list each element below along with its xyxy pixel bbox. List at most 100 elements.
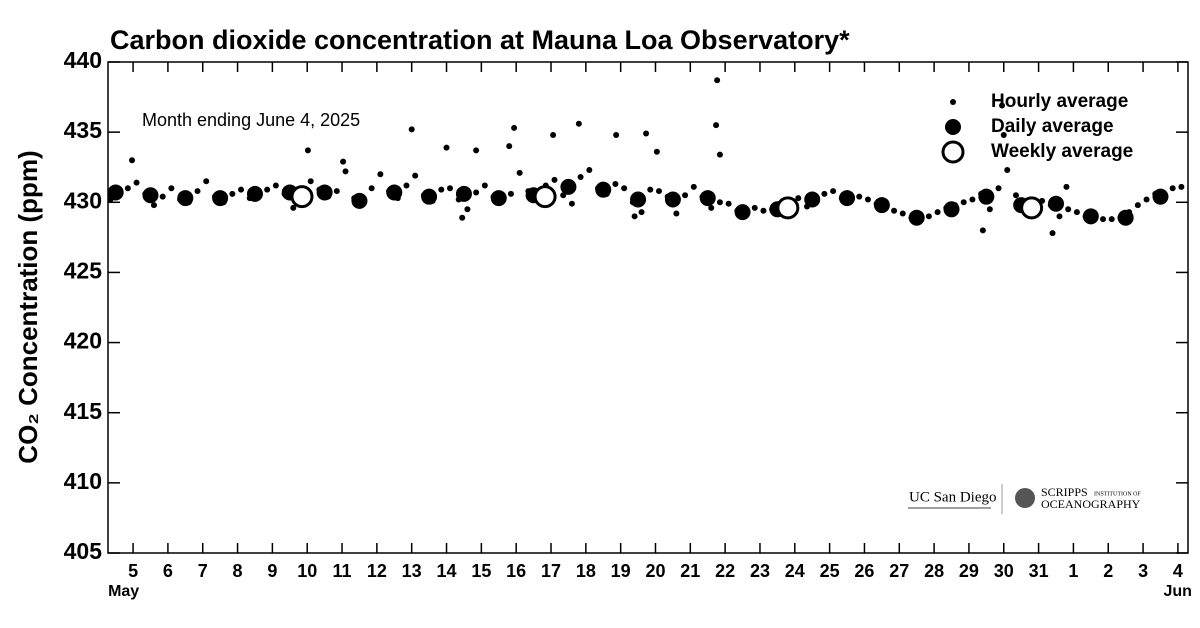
point bbox=[856, 193, 863, 200]
point bbox=[473, 147, 480, 154]
x-tick-label: 28 bbox=[924, 561, 944, 581]
point bbox=[1065, 206, 1072, 213]
point bbox=[830, 188, 837, 195]
point bbox=[643, 130, 650, 137]
point bbox=[481, 182, 488, 189]
point bbox=[760, 207, 767, 214]
point bbox=[507, 190, 514, 197]
legend-marker bbox=[945, 119, 961, 135]
x-tick-label: 7 bbox=[198, 561, 208, 581]
point bbox=[986, 206, 993, 213]
point bbox=[351, 192, 368, 209]
point bbox=[1169, 185, 1176, 192]
legend-label: Daily average bbox=[991, 116, 1114, 137]
logo-text: SCRIPPS bbox=[1041, 485, 1088, 499]
y-tick-label: 405 bbox=[64, 538, 103, 564]
point bbox=[1117, 209, 1134, 226]
point bbox=[713, 122, 720, 129]
point bbox=[631, 213, 638, 220]
point bbox=[560, 178, 577, 195]
x-tick-label: 29 bbox=[959, 561, 979, 581]
point bbox=[129, 157, 136, 164]
point bbox=[577, 174, 584, 181]
y-tick-label: 410 bbox=[64, 468, 102, 494]
point bbox=[795, 195, 802, 202]
point bbox=[246, 185, 263, 202]
point bbox=[1100, 216, 1107, 223]
y-axis-label: CO₂ Concentration (ppm) bbox=[13, 150, 43, 463]
y-tick-label: 435 bbox=[64, 117, 103, 143]
point bbox=[1020, 196, 1044, 220]
point bbox=[934, 209, 941, 216]
point bbox=[776, 196, 800, 220]
point bbox=[925, 213, 932, 220]
point bbox=[533, 185, 557, 209]
logo-text: INSTITUTION OF bbox=[1094, 491, 1141, 497]
point bbox=[943, 201, 960, 218]
point bbox=[655, 188, 662, 195]
legend-label: Weekly average bbox=[991, 141, 1133, 162]
point bbox=[490, 190, 507, 207]
x-tick-label: 9 bbox=[267, 561, 277, 581]
x-tick-label: 21 bbox=[680, 561, 700, 581]
point bbox=[229, 190, 236, 197]
point bbox=[751, 204, 758, 211]
point bbox=[377, 171, 384, 178]
point bbox=[403, 182, 410, 189]
point bbox=[1004, 167, 1011, 174]
point bbox=[1082, 208, 1099, 225]
point bbox=[899, 210, 906, 217]
point bbox=[673, 210, 680, 217]
point bbox=[873, 197, 890, 214]
point bbox=[368, 185, 375, 192]
point bbox=[612, 181, 619, 188]
point bbox=[551, 176, 558, 183]
x-tick-label: 25 bbox=[820, 561, 840, 581]
point bbox=[804, 191, 821, 208]
point bbox=[443, 144, 450, 151]
point bbox=[690, 183, 697, 190]
point bbox=[621, 185, 628, 192]
logo-text: UC San Diego bbox=[909, 489, 997, 505]
x-tick-label: 20 bbox=[645, 561, 665, 581]
x-tick-label: 18 bbox=[576, 561, 596, 581]
point bbox=[699, 190, 716, 207]
logo-globe bbox=[1015, 488, 1035, 508]
point bbox=[568, 200, 575, 207]
x-tick-label: 23 bbox=[750, 561, 770, 581]
x-tick-label: 24 bbox=[785, 561, 805, 581]
point bbox=[421, 188, 438, 205]
point bbox=[1178, 183, 1185, 190]
point bbox=[1108, 216, 1115, 223]
x-tick-label: 26 bbox=[854, 561, 874, 581]
point bbox=[960, 199, 967, 206]
point bbox=[716, 199, 723, 206]
x-tick-label: 10 bbox=[297, 561, 317, 581]
logo-text: OCEANOGRAPHY bbox=[1041, 497, 1141, 511]
x-tick-label: 2 bbox=[1103, 561, 1113, 581]
x-tick-label: 13 bbox=[402, 561, 422, 581]
x-tick-label: 3 bbox=[1138, 561, 1148, 581]
x-tick-label: 11 bbox=[333, 561, 352, 581]
point bbox=[638, 209, 645, 216]
point bbox=[1073, 209, 1080, 216]
point bbox=[1000, 131, 1007, 138]
x-tick-label: 17 bbox=[541, 561, 561, 581]
point bbox=[203, 178, 210, 185]
x-tick-label: 8 bbox=[233, 561, 243, 581]
point bbox=[142, 187, 159, 204]
point bbox=[708, 204, 715, 211]
point bbox=[647, 186, 654, 193]
x-tick-label: 1 bbox=[1068, 561, 1078, 581]
point bbox=[459, 214, 466, 221]
point bbox=[168, 185, 175, 192]
point bbox=[908, 209, 925, 226]
x-tick-label: 5 bbox=[128, 561, 138, 581]
plot-frame bbox=[107, 61, 1189, 554]
point bbox=[516, 169, 523, 176]
point bbox=[1056, 213, 1063, 220]
point bbox=[386, 184, 403, 201]
x-tick-label: 30 bbox=[994, 561, 1014, 581]
point bbox=[307, 178, 314, 185]
